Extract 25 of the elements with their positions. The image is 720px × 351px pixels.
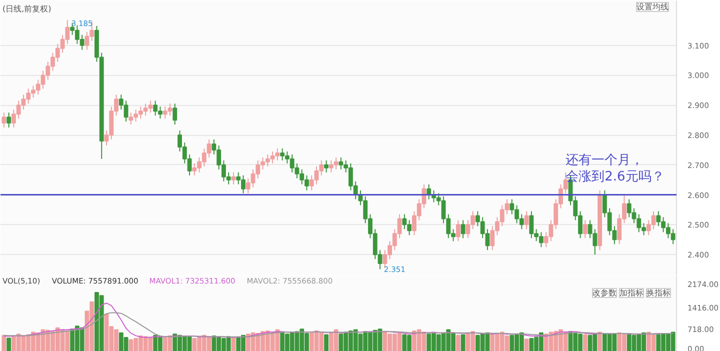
bar (524, 338, 529, 351)
annotation: 加指标 (620, 288, 644, 298)
annotation: 换指标 (646, 288, 670, 298)
bar (6, 338, 12, 351)
bar (582, 334, 588, 351)
annotation: 还有一个月， (566, 152, 644, 168)
candlestick (2, 112, 6, 128)
candlestick (231, 172, 236, 185)
bar (324, 334, 328, 351)
candlestick (172, 103, 178, 126)
annotation: 改参数 (592, 288, 616, 298)
bar (460, 334, 466, 351)
text: (日线,前复权) (2, 4, 52, 14)
annotation: 会涨到2.6元吗？ (566, 169, 664, 184)
candlestick (324, 160, 328, 173)
bar (2, 334, 6, 351)
candlestick (6, 112, 12, 128)
bar (456, 334, 460, 351)
candlestick (460, 220, 466, 239)
bar (231, 337, 236, 351)
annotation: 设置均线 (636, 2, 668, 12)
bar (598, 332, 602, 351)
candlestick (456, 220, 460, 242)
candlestick (524, 210, 529, 230)
candlestick (582, 220, 588, 239)
